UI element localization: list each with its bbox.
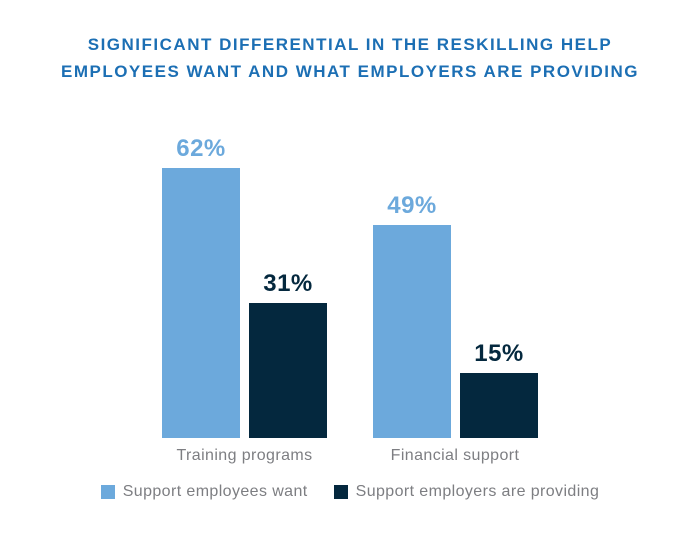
chart-title-line-2: EMPLOYEES WANT AND WHAT EMPLOYERS ARE PR…: [60, 62, 639, 81]
chart-title-line-1: SIGNIFICANT DIFFERENTIAL IN THE RESKILLI…: [87, 35, 613, 54]
bar-training-employers-providing: 31%: [249, 270, 327, 438]
bar-value-label-financial-providing: 15%: [474, 340, 524, 367]
bar-training-employees-want: 62%: [162, 135, 240, 438]
legend-item-employers-providing: Support employers are providing: [333, 483, 600, 501]
chart-legend: Support employees want Support employers…: [0, 483, 700, 501]
chart-plot-area: 62% 31% 49% 15%: [162, 135, 538, 438]
legend-label-employees-want: Support employees want: [122, 483, 308, 500]
bar-value-label-financial-want: 49%: [387, 192, 437, 219]
legend-item-employees-want: Support employees want: [100, 483, 308, 501]
bar-value-label-training-want: 62%: [176, 135, 226, 162]
bar-financial-employees-want: 49%: [373, 192, 451, 438]
bar-value-label-training-providing: 31%: [263, 270, 313, 297]
chart-title: SIGNIFICANT DIFFERENTIAL IN THE RESKILLI…: [0, 31, 700, 85]
bar-financial-employers-providing: 15%: [460, 340, 538, 438]
category-label-training-programs: Training programs: [176, 447, 313, 464]
legend-swatch-employees-want: [100, 485, 115, 499]
legend-label-employers-providing: Support employers are providing: [355, 483, 600, 500]
legend-swatch-employers-providing: [333, 485, 348, 499]
category-label-financial-support: Financial support: [390, 447, 520, 464]
